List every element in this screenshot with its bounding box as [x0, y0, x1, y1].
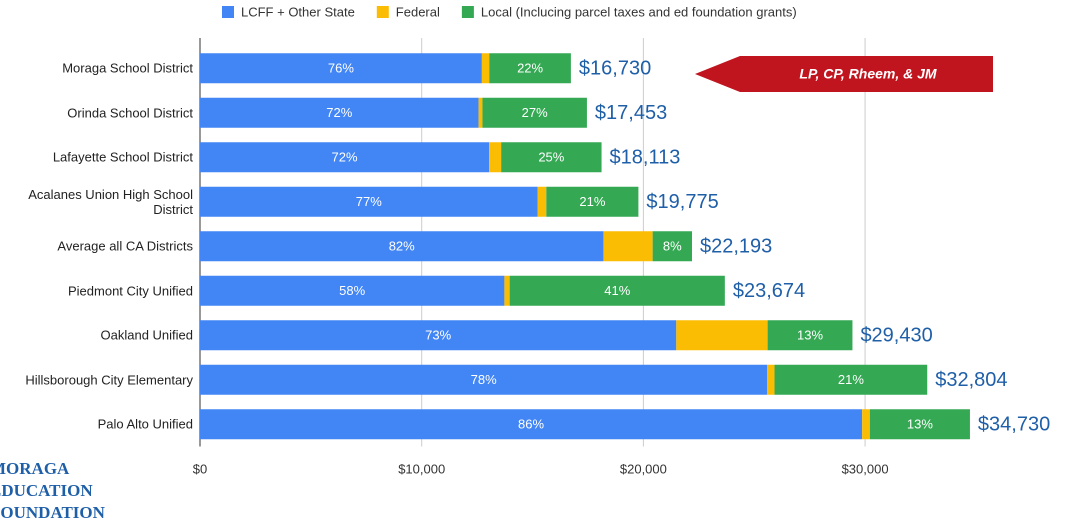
segment-unit: % — [532, 61, 544, 76]
bar-segment — [509, 275, 725, 306]
total-label: $22,193 — [700, 236, 772, 258]
segment-label: 72% — [326, 105, 352, 120]
bar-segment — [774, 364, 928, 395]
bar-segment — [504, 275, 510, 306]
annotation: LP, CP, Rheem, & JM — [799, 66, 937, 82]
segment-unit: % — [594, 194, 606, 209]
total-label: $18,113 — [610, 147, 681, 169]
segment-label: 86% — [518, 417, 544, 432]
legend-swatch — [222, 6, 234, 18]
legend-swatch — [376, 6, 389, 18]
legend-swatch — [461, 6, 474, 18]
category-label: Average all CA Districts — [57, 238, 193, 254]
bar-segment — [200, 142, 490, 173]
legend-label: Local (Inclucing parcel taxes and ed fou… — [481, 4, 797, 19]
segment-unit: % — [354, 283, 366, 298]
bar-segment — [537, 186, 547, 217]
bar-segment — [200, 275, 505, 306]
bar-segment — [489, 53, 571, 84]
category-label: Lafayette School District — [52, 149, 193, 165]
segment-unit: % — [670, 239, 682, 254]
legend-label: LCFF + Other State — [241, 4, 355, 19]
x-tick-label: $0 — [193, 461, 207, 476]
segment-unit: % — [811, 328, 823, 343]
logo-text: FOUNDATION — [0, 503, 106, 522]
segment-unit: % — [553, 150, 565, 165]
total-label: $19,775 — [646, 191, 718, 213]
category-label: Oakland Unified — [100, 327, 194, 343]
x-tick-label: $30,000 — [842, 461, 889, 476]
segment-unit: % — [342, 61, 354, 76]
segment-unit: % — [852, 372, 864, 387]
x-tick-label: $10,000 — [398, 461, 445, 476]
annotation-arrow — [695, 56, 993, 92]
segment-unit: % — [403, 239, 415, 254]
bar-segment — [200, 186, 538, 217]
total-label: $17,453 — [595, 102, 667, 124]
category-label: Orinda School District — [67, 105, 193, 121]
segment-unit: % — [341, 105, 353, 120]
category-label: Piedmont City Unified — [68, 283, 193, 299]
segment-label: 8% — [663, 239, 682, 254]
total-label: $16,730 — [579, 58, 651, 80]
segment-label: 72% — [332, 150, 358, 165]
total-label: $32,804 — [935, 369, 1007, 391]
segment-unit: % — [346, 150, 358, 165]
bar-segment — [482, 97, 587, 128]
legend-label: Federal — [396, 4, 440, 19]
segment-label: 76% — [328, 61, 354, 76]
segment-unit: % — [533, 417, 545, 432]
bar-segment — [200, 409, 863, 440]
segment-label: 58% — [339, 283, 365, 298]
segment-label: 21% — [579, 194, 605, 209]
bar-segment — [200, 97, 479, 128]
bar-segment — [200, 320, 677, 351]
segment-label: 22% — [517, 61, 543, 76]
segment-label: 82% — [389, 239, 415, 254]
category-label: Hillsborough City Elementary — [25, 372, 193, 388]
bar-segment — [767, 364, 775, 395]
bar-segment — [501, 142, 602, 173]
segment-unit: % — [485, 372, 497, 387]
segment-label: 77% — [356, 194, 382, 209]
total-label: $29,430 — [860, 325, 932, 347]
bar-segment — [481, 53, 490, 84]
segment-unit: % — [921, 417, 933, 432]
bar-segment — [603, 231, 653, 262]
x-tick-label: $20,000 — [620, 461, 667, 476]
bar-segment — [200, 364, 768, 395]
segment-label: 21% — [838, 372, 864, 387]
category-label: Acalanes Union High School District — [28, 186, 193, 217]
bar-segment — [489, 142, 502, 173]
total-label: $23,674 — [733, 280, 805, 302]
segment-label: 73% — [425, 328, 451, 343]
segment-label: 25% — [538, 150, 564, 165]
segment-unit: % — [536, 105, 548, 120]
segment-label: 13% — [907, 417, 933, 432]
category-label: Moraga School District — [62, 60, 193, 76]
bar-segment — [869, 409, 970, 440]
segment-unit: % — [619, 283, 631, 298]
segment-label: 13% — [797, 328, 823, 343]
segment-label: 27% — [522, 105, 548, 120]
logo-text: EDUCATION — [0, 481, 93, 500]
bar-segment — [200, 231, 604, 262]
bar-segment — [200, 53, 482, 84]
segment-unit: % — [370, 194, 382, 209]
category-label: Palo Alto Unified — [97, 416, 193, 432]
bar-segment — [676, 320, 768, 351]
bar-segment — [652, 231, 693, 262]
bar-segment — [478, 97, 483, 128]
segment-label: 78% — [471, 372, 497, 387]
total-label: $34,730 — [978, 414, 1050, 436]
segment-unit: % — [440, 328, 452, 343]
segment-label: 41% — [604, 283, 630, 298]
bar-segment — [546, 186, 639, 217]
bar-segment — [767, 320, 853, 351]
bar-segment — [862, 409, 870, 440]
